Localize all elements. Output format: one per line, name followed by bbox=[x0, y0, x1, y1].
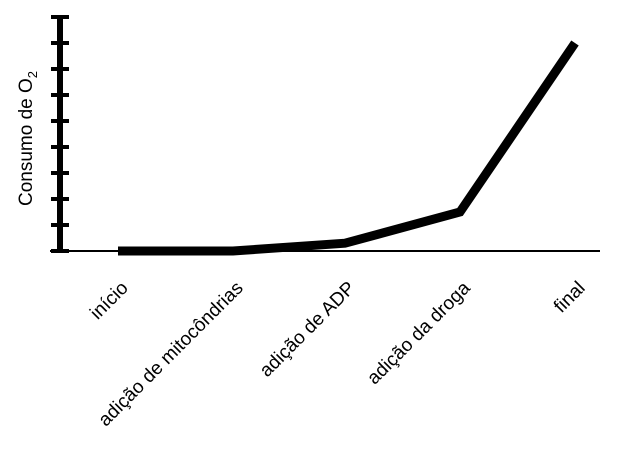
x-tick-label: adição da droga bbox=[363, 277, 475, 389]
x-tick-label: adição de ADP bbox=[256, 278, 360, 382]
x-tick-label: início bbox=[86, 278, 132, 324]
series-layer bbox=[118, 43, 575, 251]
series-line bbox=[118, 43, 575, 251]
y-axis-title: Consumo de O2 bbox=[16, 71, 40, 206]
y-axis-title-main: Consumo de O bbox=[16, 78, 37, 206]
y-axis-title-subscript: 2 bbox=[25, 71, 40, 78]
x-tick-label: final bbox=[550, 278, 589, 317]
